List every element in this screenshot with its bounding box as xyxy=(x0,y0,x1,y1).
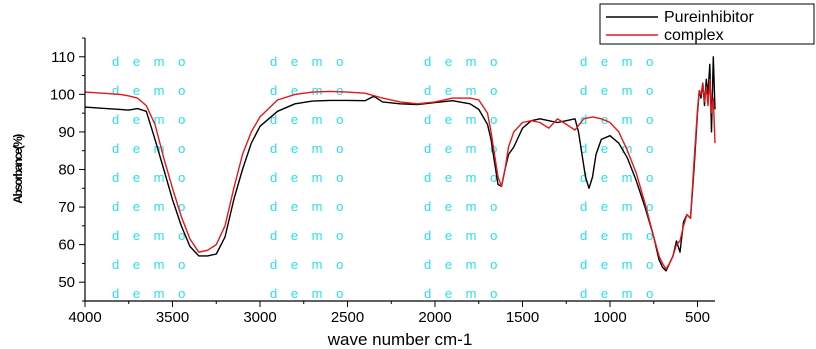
x-tick-label: 3000 xyxy=(243,309,276,326)
x-axis-label: wave number cm-1 xyxy=(327,330,473,349)
watermark-text: d e m o xyxy=(424,257,502,272)
watermark-text: d e m o xyxy=(270,141,348,156)
axes: 4000 3500 3000 2500 2000 1500 1000 500 50 60 70 80 9… xyxy=(50,37,715,326)
x-tick-label: 1000 xyxy=(593,309,626,326)
watermark-text: d e m o xyxy=(424,170,502,185)
watermark-text: d e m o xyxy=(580,83,658,98)
watermark-text: d e m o xyxy=(270,199,348,214)
watermark-text: d e m o xyxy=(270,228,348,243)
watermark-text: d e m o xyxy=(424,228,502,243)
watermark-text: d e m o xyxy=(580,170,658,185)
y-tick-label: 90 xyxy=(58,124,75,141)
watermark-text: d e m o xyxy=(270,286,348,301)
y-tick-label: 60 xyxy=(58,237,75,254)
legend-label: complex xyxy=(664,27,724,44)
y-tick-label: 100 xyxy=(50,86,75,103)
series-line-pureinhibitor xyxy=(84,56,716,272)
watermark-text: d e m o xyxy=(424,112,502,127)
watermark-text: d e m o xyxy=(580,141,658,156)
watermark-text: d e m o xyxy=(270,54,348,69)
x-tick-label: 4000 xyxy=(68,309,101,326)
watermark-text: d e m o xyxy=(580,228,658,243)
x-tick-label: 2500 xyxy=(331,309,364,326)
watermark-text: d e m o xyxy=(112,83,190,98)
watermark-text: d e m o xyxy=(424,286,502,301)
watermark-text: d e m o xyxy=(270,83,348,98)
y-axis-label: Absorbance(%) xyxy=(11,134,25,204)
series-layer xyxy=(84,56,716,272)
watermark-text: d e m o xyxy=(112,257,190,272)
y-tick-label: 50 xyxy=(58,274,75,291)
watermark-layer: d e m o d e m o d e m o d e m o d e m o d e m… xyxy=(112,54,658,301)
watermark-text: d e m o xyxy=(424,199,502,214)
watermark-text: d e m o xyxy=(580,199,658,214)
watermark-text: d e m o xyxy=(112,199,190,214)
watermark-text: d e m o xyxy=(112,228,190,243)
y-tick-label: 110 xyxy=(51,49,75,66)
legend-box xyxy=(599,3,815,45)
series-line-complex xyxy=(84,78,716,270)
watermark-text: d e m o xyxy=(112,54,190,69)
legend-label: Pureinhibitor xyxy=(664,9,755,26)
watermark-text: d e m o xyxy=(112,286,190,301)
x-tick-label: 1500 xyxy=(506,309,539,326)
watermark-text: d e m o xyxy=(424,141,502,156)
watermark-text: d e m o xyxy=(112,170,190,185)
watermark-text: d e m o xyxy=(424,83,502,98)
watermark-text: d e m o xyxy=(424,54,502,69)
watermark-text: d e m o xyxy=(580,257,658,272)
watermark-text: d e m o xyxy=(112,141,190,156)
y-tick-label: 70 xyxy=(58,199,75,216)
x-tick-label: 3500 xyxy=(156,309,189,326)
y-tick-label: 80 xyxy=(58,162,75,179)
watermark-text: d e m o xyxy=(580,54,658,69)
watermark-text: d e m o xyxy=(270,112,348,127)
watermark-text: d e m o xyxy=(580,112,658,127)
watermark-text: d e m o xyxy=(270,257,348,272)
watermark-text: d e m o xyxy=(270,170,348,185)
watermark-text: d e m o xyxy=(580,286,658,301)
x-tick-label: 2000 xyxy=(418,309,451,326)
x-tick-label: 500 xyxy=(685,309,710,326)
